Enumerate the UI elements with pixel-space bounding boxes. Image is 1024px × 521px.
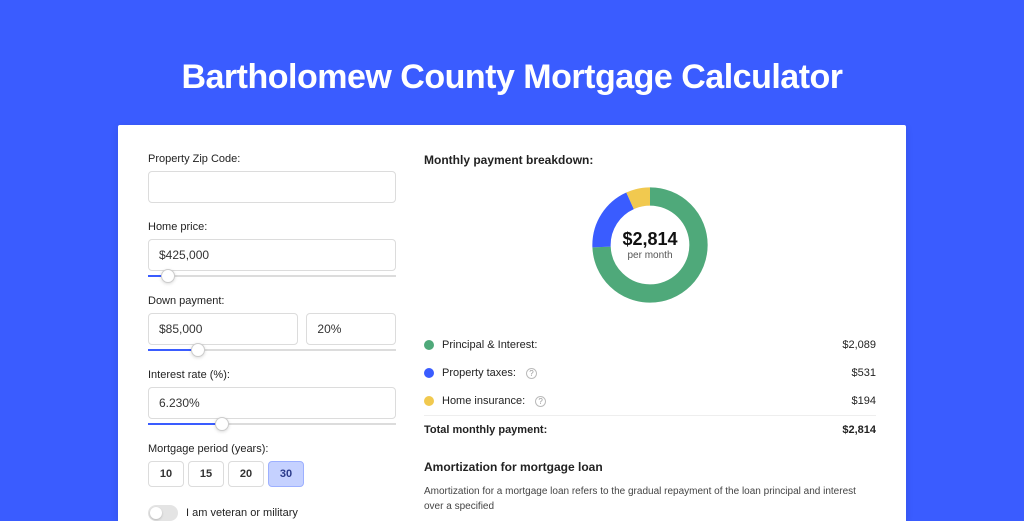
- legend-row-ins: Home insurance:? $194: [424, 387, 876, 415]
- help-icon[interactable]: ?: [526, 368, 537, 379]
- interest-input[interactable]: [148, 387, 396, 419]
- donut-chart: $2,814 per month: [586, 181, 714, 309]
- legend-dot-pi: [424, 340, 434, 350]
- legend-value-pi: $2,089: [842, 339, 876, 351]
- period-option-15[interactable]: 15: [188, 461, 224, 487]
- amortization-text: Amortization for a mortgage loan refers …: [424, 484, 876, 514]
- legend-label-ins: Home insurance:: [442, 395, 525, 407]
- legend-value-tax: $531: [852, 367, 876, 379]
- legend-row-tax: Property taxes:? $531: [424, 359, 876, 387]
- zip-input[interactable]: [148, 171, 396, 203]
- legend-total-label: Total monthly payment:: [424, 424, 547, 436]
- veteran-toggle[interactable]: [148, 505, 178, 521]
- donut-sub: per month: [627, 250, 672, 261]
- interest-slider-thumb[interactable]: [215, 417, 229, 431]
- donut-center: $2,814 per month: [586, 181, 714, 309]
- page-root: Bartholomew County Mortgage Calculator P…: [0, 0, 1024, 512]
- down-payment-amount-input[interactable]: [148, 313, 298, 345]
- donut-amount: $2,814: [622, 229, 677, 250]
- down-payment-slider[interactable]: [148, 349, 396, 351]
- breakdown-column: Monthly payment breakdown: $2,814 per mo…: [424, 153, 876, 521]
- legend-total-row: Total monthly payment: $2,814: [424, 415, 876, 444]
- donut-chart-wrap: $2,814 per month: [424, 181, 876, 309]
- legend-dot-ins: [424, 396, 434, 406]
- legend: Principal & Interest: $2,089 Property taxe…: [424, 331, 876, 415]
- legend-dot-tax: [424, 368, 434, 378]
- legend-total-value: $2,814: [842, 424, 876, 436]
- form-column: Property Zip Code: Home price: Down paym…: [148, 153, 396, 521]
- calculator-card: Property Zip Code: Home price: Down paym…: [118, 125, 906, 521]
- page-title: Bartholomew County Mortgage Calculator: [181, 58, 842, 97]
- period-option-10[interactable]: 10: [148, 461, 184, 487]
- amortization-title: Amortization for mortgage loan: [424, 460, 876, 474]
- legend-label-pi: Principal & Interest:: [442, 339, 537, 351]
- interest-slider[interactable]: [148, 423, 396, 425]
- home-price-slider-thumb[interactable]: [161, 269, 175, 283]
- down-payment-percent-input[interactable]: [306, 313, 396, 345]
- veteran-label: I am veteran or military: [186, 507, 298, 519]
- legend-label-tax: Property taxes:: [442, 367, 516, 379]
- period-block: Mortgage period (years): 10152030: [148, 443, 396, 487]
- period-options: 10152030: [148, 461, 396, 487]
- legend-row-pi: Principal & Interest: $2,089: [424, 331, 876, 359]
- period-option-30[interactable]: 30: [268, 461, 304, 487]
- interest-slider-fill: [148, 423, 222, 425]
- veteran-row: I am veteran or military: [148, 505, 396, 521]
- down-payment-label: Down payment:: [148, 295, 396, 307]
- home-price-label: Home price:: [148, 221, 396, 233]
- home-price-slider[interactable]: [148, 275, 396, 277]
- down-payment-slider-thumb[interactable]: [191, 343, 205, 357]
- down-payment-block: Down payment:: [148, 295, 396, 351]
- interest-label: Interest rate (%):: [148, 369, 396, 381]
- period-option-20[interactable]: 20: [228, 461, 264, 487]
- legend-value-ins: $194: [852, 395, 876, 407]
- home-price-block: Home price:: [148, 221, 396, 277]
- help-icon[interactable]: ?: [535, 396, 546, 407]
- home-price-input[interactable]: [148, 239, 396, 271]
- period-label: Mortgage period (years):: [148, 443, 396, 455]
- zip-field-block: Property Zip Code:: [148, 153, 396, 203]
- zip-label: Property Zip Code:: [148, 153, 396, 165]
- interest-block: Interest rate (%):: [148, 369, 396, 425]
- breakdown-title: Monthly payment breakdown:: [424, 153, 876, 167]
